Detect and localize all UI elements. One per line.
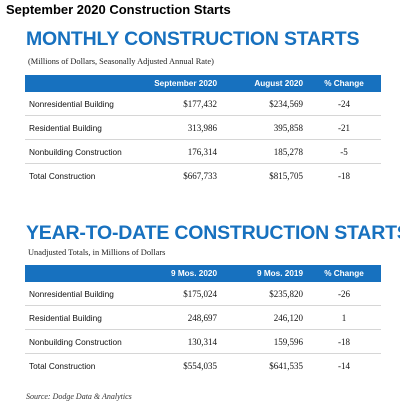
table-cell: $815,705 xyxy=(221,163,307,187)
row-label: Residential Building xyxy=(25,305,129,330)
row-label: Nonresidential Building xyxy=(25,282,129,306)
table-row: Nonresidential Building $177,432 $234,56… xyxy=(25,92,381,116)
column-header: September 2020 xyxy=(129,75,221,92)
table-row: Residential Building 248,697 246,120 1 xyxy=(25,305,381,330)
column-header: 9 Mos. 2020 xyxy=(129,265,221,282)
table-cell: -26 xyxy=(307,282,381,306)
table-row: Nonresidential Building $175,024 $235,82… xyxy=(25,282,381,306)
table-cell: $235,820 xyxy=(221,282,307,306)
monthly-table: September 2020 August 2020 % Change Nonr… xyxy=(25,75,381,187)
ytd-table: 9 Mos. 2020 9 Mos. 2019 % Change Nonresi… xyxy=(25,265,381,377)
table-cell: 159,596 xyxy=(221,329,307,354)
row-label: Nonresidential Building xyxy=(25,92,129,116)
table-row: Nonbuilding Construction 176,314 185,278… xyxy=(25,139,381,164)
ytd-section-heading: YEAR-TO-DATE CONSTRUCTION STARTS xyxy=(26,222,400,244)
row-label: Nonbuilding Construction xyxy=(25,329,129,354)
table-cell: $234,569 xyxy=(221,92,307,116)
table-cell: -14 xyxy=(307,353,381,377)
source-note: Source: Dodge Data & Analytics xyxy=(26,392,132,401)
table-cell: -24 xyxy=(307,92,381,116)
table-cell: -18 xyxy=(307,163,381,187)
document-title: September 2020 Construction Starts xyxy=(6,2,231,17)
column-header: % Change xyxy=(307,265,381,282)
total-row: Total Construction $667,733 $815,705 -18 xyxy=(25,163,381,187)
table-cell: 248,697 xyxy=(129,305,221,330)
table-cell: 246,120 xyxy=(221,305,307,330)
column-header xyxy=(25,265,129,282)
monthly-section-subtitle: (Millions of Dollars, Seasonally Adjuste… xyxy=(28,57,214,66)
table-cell: -5 xyxy=(307,139,381,164)
column-header xyxy=(25,75,129,92)
ytd-table-header: 9 Mos. 2020 9 Mos. 2019 % Change xyxy=(25,265,381,282)
ytd-section-subtitle: Unadjusted Totals, in Millions of Dollar… xyxy=(28,248,166,257)
table-cell: 395,858 xyxy=(221,115,307,140)
total-row: Total Construction $554,035 $641,535 -14 xyxy=(25,353,381,377)
table-cell: $667,733 xyxy=(129,163,221,187)
column-header: 9 Mos. 2019 xyxy=(221,265,307,282)
table-row: Residential Building 313,986 395,858 -21 xyxy=(25,115,381,140)
table-cell: $641,535 xyxy=(221,353,307,377)
row-label: Total Construction xyxy=(25,353,129,377)
column-header: % Change xyxy=(307,75,381,92)
monthly-section-heading: MONTHLY CONSTRUCTION STARTS xyxy=(26,28,360,50)
table-cell: 130,314 xyxy=(129,329,221,354)
table-cell: 185,278 xyxy=(221,139,307,164)
table-cell: 313,986 xyxy=(129,115,221,140)
table-cell: $177,432 xyxy=(129,92,221,116)
monthly-table-header: September 2020 August 2020 % Change xyxy=(25,75,381,92)
column-header: August 2020 xyxy=(221,75,307,92)
table-row: Nonbuilding Construction 130,314 159,596… xyxy=(25,329,381,354)
row-label: Residential Building xyxy=(25,115,129,140)
row-label: Nonbuilding Construction xyxy=(25,139,129,164)
table-cell: 1 xyxy=(307,305,381,330)
table-cell: -18 xyxy=(307,329,381,354)
table-cell: -21 xyxy=(307,115,381,140)
table-cell: 176,314 xyxy=(129,139,221,164)
row-label: Total Construction xyxy=(25,163,129,187)
table-cell: $175,024 xyxy=(129,282,221,306)
table-cell: $554,035 xyxy=(129,353,221,377)
